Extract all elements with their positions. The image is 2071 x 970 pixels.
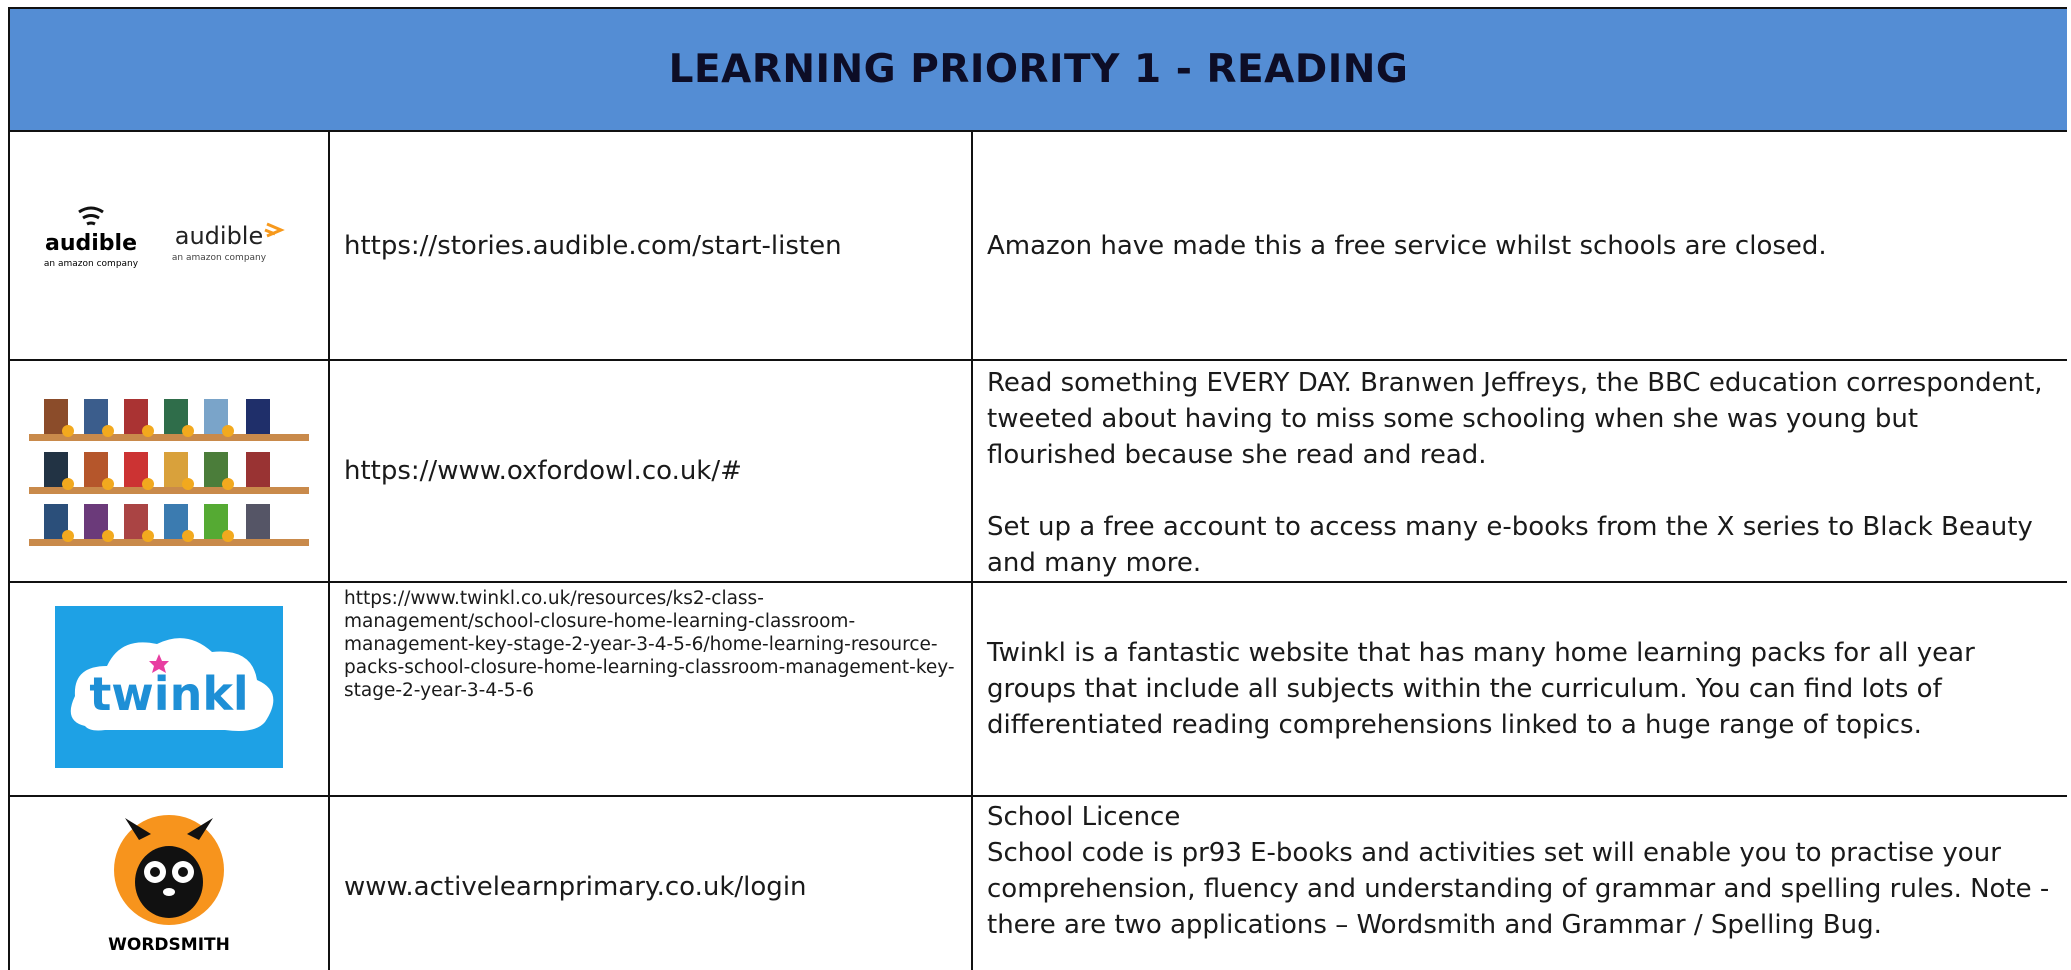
table-title: LEARNING PRIORITY 1 - READING [8,7,2067,132]
description: School Licence School code is pr93 E-boo… [970,795,2067,970]
description: Read something EVERY DAY. Branwen Jeffre… [970,359,2067,583]
logo-cell: twinkl [8,581,330,797]
bookshelf-logo [29,399,309,546]
resource-url[interactable]: www.activelearnprimary.co.uk/login [328,795,973,970]
paragraph: Twinkl is a fantastic website that has m… [987,638,1975,740]
logo-text: twinkl [89,667,248,721]
description: Twinkl is a fantastic website that has m… [970,581,2067,797]
logo-text: audible [45,231,137,256]
logo-text: WORDSMITH [108,935,230,955]
paragraph: School code is pr93 E-books and activiti… [987,838,2050,940]
logo-tagline: an amazon company [44,259,139,269]
paragraph: School Licence [987,802,1181,832]
priority-table: LEARNING PRIORITY 1 - READING audible an… [8,7,2067,970]
page: LEARNING PRIORITY 1 - READING audible an… [8,7,2067,970]
paragraph: Read something EVERY DAY. Branwen Jeffre… [987,368,2043,470]
logo-cell [8,359,330,583]
logo-cell: WORDSMITH [8,795,330,970]
resource-url[interactable]: https://www.twinkl.co.uk/resources/ks2-c… [328,581,973,797]
resource-url[interactable]: https://stories.audible.com/start-listen [328,130,973,361]
twinkl-logo: twinkl [55,606,283,768]
logo-text: audible [175,222,264,250]
audible-logos: audible an amazon company audible an ama… [44,206,285,269]
logo-cell: audible an amazon company audible an ama… [8,130,330,361]
resource-url[interactable]: https://www.oxfordowl.co.uk/# [328,359,973,583]
wordsmith-logo: WORDSMITH [108,815,230,955]
description: Amazon have made this a free service whi… [970,130,2067,361]
paragraph: Set up a free account to access many e-b… [987,512,2033,578]
paragraph: Amazon have made this a free service whi… [987,230,1827,261]
logo-tagline: an amazon company [172,253,267,263]
